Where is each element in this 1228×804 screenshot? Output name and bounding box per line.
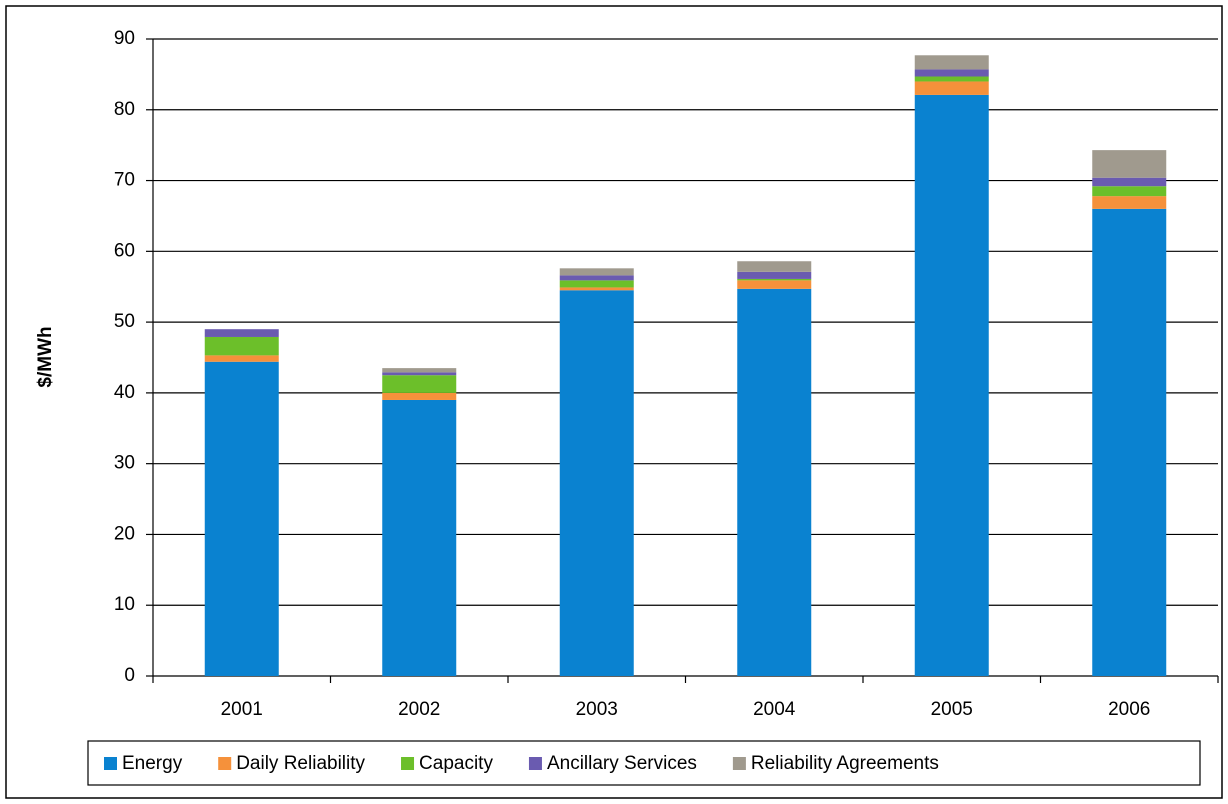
legend-label: Reliability Agreements (751, 753, 939, 774)
bar-segment (382, 375, 457, 393)
x-tick-label: 2004 (753, 699, 796, 720)
legend-label: Daily Reliability (236, 753, 365, 774)
x-tick-label: 2006 (1108, 699, 1150, 720)
legend-swatch (528, 757, 542, 770)
y-tick-label: 0 (124, 665, 135, 686)
bar-segment (737, 280, 812, 289)
x-tick-label: 2001 (221, 699, 263, 720)
bar-segment (914, 81, 989, 95)
bar-segment (1092, 186, 1167, 197)
bar-segment (1092, 150, 1167, 178)
bar-segment (1092, 208, 1167, 676)
bar-segment (382, 392, 457, 400)
bar-segment (914, 94, 989, 677)
bar-segment (914, 76, 989, 82)
bar-segment (914, 69, 989, 77)
bar-segment (559, 287, 634, 291)
bar-segment (204, 355, 279, 362)
bar-segment (559, 290, 634, 676)
legend-label: Ancillary Services (547, 753, 697, 774)
y-tick-label: 70 (114, 170, 135, 191)
legend-label: Energy (122, 753, 183, 774)
bar-segment (1092, 196, 1167, 209)
y-tick-label: 80 (114, 99, 135, 120)
y-tick-label: 30 (114, 453, 135, 474)
legend-label: Capacity (419, 753, 493, 774)
bar-segment (559, 280, 634, 288)
bar-segment (737, 278, 812, 281)
x-tick-label: 2002 (398, 699, 440, 720)
bar-segment (737, 288, 812, 676)
legend-swatch (401, 757, 415, 770)
y-tick-label: 10 (114, 594, 135, 615)
bar-segment (204, 329, 279, 337)
bar-segment (1092, 177, 1167, 187)
y-tick-label: 20 (114, 523, 135, 544)
bar-segment (204, 336, 279, 356)
bar-segment (382, 399, 457, 676)
bar-segment (737, 271, 812, 279)
y-axis-title: $/MWh (35, 326, 56, 387)
y-tick-label: 50 (114, 311, 135, 332)
bar-segment (382, 372, 457, 376)
legend-swatch (104, 757, 117, 770)
y-tick-label: 90 (114, 28, 135, 49)
bar-segment (559, 268, 634, 276)
bar-segment (382, 368, 457, 373)
legend-swatch (732, 757, 746, 770)
bar-segment (559, 275, 634, 281)
bar-segment (914, 55, 989, 70)
y-tick-label: 60 (114, 240, 135, 261)
legend-box (87, 740, 1201, 786)
x-tick-label: 2003 (576, 699, 618, 720)
legend-swatch (218, 757, 232, 770)
bar-segment (737, 261, 812, 272)
bar-segment (204, 361, 279, 676)
x-tick-label: 2005 (931, 699, 973, 720)
y-tick-label: 40 (114, 382, 135, 403)
